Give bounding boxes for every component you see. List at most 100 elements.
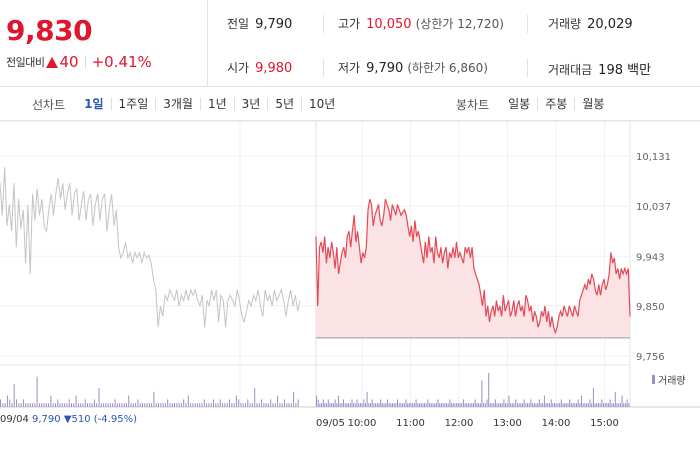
volume-bar <box>535 403 537 407</box>
volume-bar <box>194 403 196 407</box>
volume-bar <box>547 403 549 407</box>
volume-bar <box>277 395 279 407</box>
volume-bar <box>18 403 20 407</box>
volume-bar <box>454 403 456 407</box>
volume-bar <box>272 403 274 407</box>
volume-bar <box>36 376 38 407</box>
intraday-chart[interactable]: 10,131 10,037 9,943 9,850 9,756 09/05 10:00 11:… <box>0 121 700 450</box>
volume-bar <box>2 403 4 407</box>
volume-bar <box>270 399 272 407</box>
price-chart-svg[interactable]: 10,131 10,037 9,943 9,850 9,756 09/05 10:00 11:… <box>0 121 700 450</box>
volume-bar <box>543 395 545 407</box>
volume-bar <box>226 403 228 407</box>
volume-bar <box>203 399 205 407</box>
volume-bar <box>570 403 572 407</box>
volume-bar <box>587 403 589 407</box>
volume-bar <box>288 403 290 407</box>
change-label: 전일대비 <box>6 56 45 69</box>
volume-bar <box>361 403 363 407</box>
volume-bar <box>153 391 155 407</box>
volume-bar <box>476 403 478 407</box>
tab-daily[interactable]: 일봉 <box>508 97 531 111</box>
volume-bar <box>160 403 162 407</box>
volume-bar <box>109 403 111 407</box>
change-row: 전일대비 40 +0.41% <box>6 53 152 71</box>
volume-legend: 거래량 <box>652 372 686 387</box>
volume-bar <box>392 403 393 407</box>
tab-3m[interactable]: 3개월 <box>155 98 200 110</box>
volume-bar <box>368 403 370 407</box>
volume-bar <box>146 403 148 407</box>
tab-1y[interactable]: 1년 <box>199 98 234 110</box>
volume-bar <box>96 403 98 407</box>
volume-bar <box>549 403 550 407</box>
volume-bar <box>258 403 260 407</box>
volume-bar <box>586 403 588 407</box>
volume-bar <box>263 403 265 407</box>
price-box: 9,830 전일대비 40 +0.41% <box>0 0 208 87</box>
x-tick-label: 11:00 <box>396 418 425 429</box>
volume-bar <box>565 403 567 407</box>
volume-bar <box>91 403 93 407</box>
tab-5y[interactable]: 5년 <box>267 98 301 110</box>
volume-bar <box>231 403 233 407</box>
tab-3y[interactable]: 3년 <box>233 98 268 110</box>
volume-bar <box>408 403 410 407</box>
volume-bar <box>559 403 561 407</box>
volume-bar <box>395 403 397 407</box>
volume-bar <box>341 403 343 407</box>
volume-bar <box>506 403 508 407</box>
stat-open: 시가 9,980 <box>227 59 292 76</box>
volume-bar <box>530 399 532 407</box>
prev-day-info: 09/04 9,790 ▼510 (-4.95%) <box>0 414 137 425</box>
volume-bar <box>222 403 224 407</box>
volume-bar <box>413 403 415 407</box>
volume-bar <box>527 403 528 407</box>
volume-bar <box>353 403 355 407</box>
volume-bar <box>174 403 175 407</box>
tab-10y[interactable]: 10년 <box>301 98 342 110</box>
low-label: 저가 <box>338 61 361 75</box>
volume-bar <box>20 403 22 407</box>
volume-bar <box>434 403 436 407</box>
volume-bar <box>293 391 295 407</box>
volume-bar <box>461 403 463 407</box>
volume-bar <box>397 399 398 407</box>
volume-bar <box>440 403 442 407</box>
volume-bar <box>48 403 50 407</box>
volume-bar <box>584 403 586 407</box>
line-chart-tabs: 선차트 1일 1주일 3개월 1년 3년 5년 10년 <box>32 87 342 121</box>
volume-bar <box>439 403 441 407</box>
volume-bar <box>564 403 566 407</box>
tab-weekly[interactable]: 주봉 <box>537 98 574 110</box>
volume-bar <box>139 403 141 407</box>
volume-bar <box>567 403 569 407</box>
volume-bar <box>358 403 360 407</box>
volume-bar <box>59 403 61 407</box>
volume-bar <box>473 403 474 407</box>
volume-bar <box>420 403 422 407</box>
volume-bar <box>466 403 468 407</box>
volume-bar <box>405 399 407 407</box>
volume-bar <box>334 399 336 407</box>
volume-bar <box>41 403 43 407</box>
volume-bar <box>84 399 86 407</box>
volume-bar <box>169 403 171 407</box>
volume-bar <box>429 403 431 407</box>
volume-bar <box>80 403 82 407</box>
volume-bar <box>55 403 56 407</box>
volume-bar <box>112 403 114 407</box>
volume-bar <box>13 384 15 407</box>
volume-bar <box>400 403 402 407</box>
volume-bar <box>424 403 425 407</box>
tab-1w[interactable]: 1주일 <box>110 98 156 110</box>
volume-bar <box>233 403 235 407</box>
tab-1d[interactable]: 1일 <box>84 97 104 111</box>
chart-period-tabs: 선차트 1일 1주일 3개월 1년 3년 5년 10년 봉차트 일봉 주봉 월봉 <box>0 87 700 121</box>
volume-bar <box>430 403 432 407</box>
tab-monthly[interactable]: 월봉 <box>574 98 611 110</box>
volume-bar <box>555 403 557 407</box>
volume-bar <box>601 399 603 407</box>
volume-bar <box>158 403 159 407</box>
volume-bar <box>467 403 469 407</box>
